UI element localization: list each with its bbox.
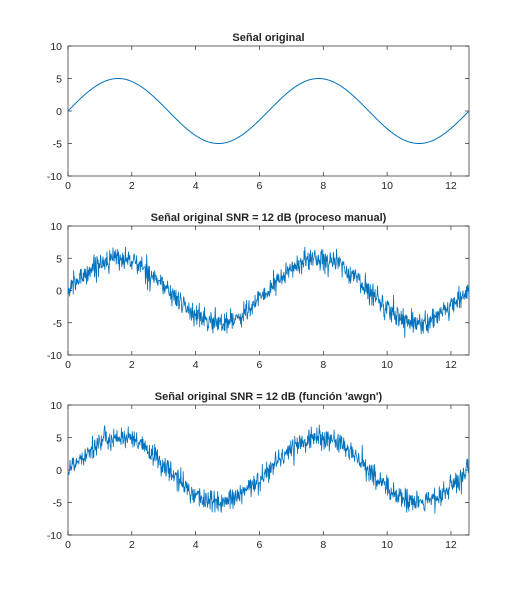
- y-tick-label: 10: [50, 221, 62, 233]
- y-tick-label: -10: [47, 350, 62, 362]
- x-tick-label: 10: [381, 539, 393, 551]
- subplot-1: Señal original 0 2 4 6 8 10 12 10 5 0 -5 -10: [47, 32, 470, 192]
- x-tick-label: 2: [129, 180, 135, 192]
- x-tick-label: 8: [320, 359, 326, 371]
- subplot-2: Señal original SNR = 12 dB (proceso manu…: [47, 212, 470, 371]
- subplot-3: Señal original SNR = 12 dB (función 'awg…: [47, 391, 470, 551]
- y-tick-label: 10: [50, 400, 62, 412]
- x-tick-label: 6: [257, 359, 263, 371]
- x-tick-label: 2: [129, 539, 135, 551]
- subplot-title: Señal original: [232, 32, 304, 44]
- y-tick-label: -5: [53, 498, 62, 510]
- x-tick-label: 12: [445, 180, 457, 192]
- y-tick-label: 10: [50, 41, 62, 53]
- x-tick-label: 10: [381, 359, 393, 371]
- y-tick-label: -10: [47, 530, 62, 542]
- x-tick-label: 4: [193, 180, 199, 192]
- series-line: [68, 424, 469, 514]
- y-tick-label: 0: [56, 465, 62, 477]
- x-tick-label: 0: [65, 539, 71, 551]
- y-tick-label: 0: [56, 106, 62, 118]
- y-tick-label: 0: [56, 286, 62, 298]
- x-tick-label: 0: [65, 180, 71, 192]
- x-tick-label: 6: [257, 180, 263, 192]
- x-tick-label: 4: [193, 359, 199, 371]
- x-tick-label: 12: [445, 359, 457, 371]
- x-tick-label: 8: [320, 539, 326, 551]
- x-tick-label: 4: [193, 539, 199, 551]
- y-tick-label: -5: [53, 139, 62, 151]
- x-tick-label: 12: [445, 539, 457, 551]
- x-tick-label: 6: [257, 539, 263, 551]
- x-tick-label: 8: [320, 180, 326, 192]
- subplot-title: Señal original SNR = 12 dB (proceso manu…: [151, 212, 387, 224]
- axes-box: [67, 225, 470, 356]
- subplot-title: Señal original SNR = 12 dB (función 'awg…: [155, 391, 383, 403]
- y-tick-label: 5: [56, 433, 62, 445]
- x-tick-label: 0: [65, 359, 71, 371]
- y-tick-label: 5: [56, 74, 62, 86]
- series-line: [68, 78, 469, 144]
- x-tick-label: 10: [381, 180, 393, 192]
- y-tick-label: -10: [47, 171, 62, 183]
- y-tick-label: 5: [56, 253, 62, 265]
- series-line: [68, 246, 469, 338]
- y-tick-label: -5: [53, 318, 62, 330]
- x-tick-label: 2: [129, 359, 135, 371]
